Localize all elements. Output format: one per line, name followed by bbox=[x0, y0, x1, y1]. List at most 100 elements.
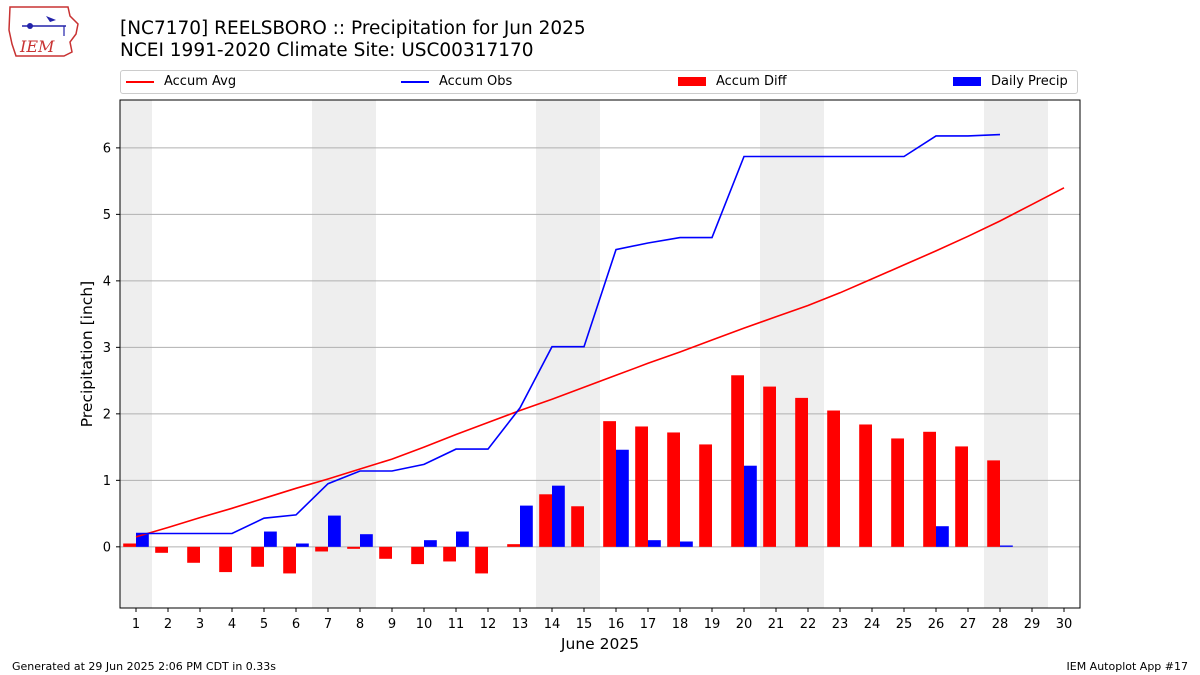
y-tick-label-0: 0 bbox=[103, 540, 111, 555]
x-tick-label-5: 5 bbox=[260, 617, 268, 632]
x-tick-label-21: 21 bbox=[768, 617, 785, 632]
y-tick-label-2: 2 bbox=[103, 407, 111, 422]
legend-item-accum-obs: Accum Obs bbox=[401, 74, 512, 89]
bar-accum-diff-day-17 bbox=[635, 426, 648, 547]
bar-accum-diff-day-7 bbox=[315, 546, 328, 552]
bar-accum-diff-day-1 bbox=[123, 543, 136, 547]
bar-accum-diff-day-21 bbox=[763, 386, 776, 547]
bar-accum-diff-day-5 bbox=[251, 546, 264, 567]
lines bbox=[135, 133, 1065, 538]
bar-accum-diff-day-23 bbox=[827, 410, 840, 547]
legend-label-accum-diff: Accum Diff bbox=[716, 74, 787, 89]
x-tick-label-30: 30 bbox=[1056, 617, 1073, 632]
bar-accum-diff-day-9 bbox=[379, 546, 392, 559]
bar-daily-precip-day-10 bbox=[424, 540, 437, 547]
bar-accum-diff-day-8 bbox=[347, 546, 360, 549]
bar-accum-diff-day-14 bbox=[539, 494, 552, 547]
y-tick-label-5: 5 bbox=[103, 208, 111, 223]
bar-accum-diff-day-26 bbox=[923, 431, 936, 547]
x-tick-label-3: 3 bbox=[196, 617, 204, 632]
iem-logo: IEM bbox=[8, 6, 79, 57]
bar-accum-diff-day-24 bbox=[859, 424, 872, 547]
legend: Accum Avg Accum Obs Accum Diff Daily Pre… bbox=[120, 70, 1078, 94]
legend-label-accum-avg: Accum Avg bbox=[164, 74, 237, 89]
bar-daily-precip-day-18 bbox=[680, 541, 693, 547]
x-tick-label-2: 2 bbox=[164, 617, 172, 632]
x-tick-label-16: 16 bbox=[608, 617, 625, 632]
bar-accum-diff-day-19 bbox=[699, 444, 712, 547]
x-tick-label-28: 28 bbox=[992, 617, 1009, 632]
x-tick-label-27: 27 bbox=[960, 617, 977, 632]
gridlines bbox=[120, 147, 1080, 548]
bar-accum-diff-day-25 bbox=[891, 438, 904, 547]
x-tick-label-29: 29 bbox=[1024, 617, 1041, 632]
bar-accum-diff-day-22 bbox=[795, 397, 808, 547]
x-axis-ticks: 1 2 3 4 5 6 7 8 9 10 11 12 13 14 15 16 17 18 19 20 21 22 23 24 2… bbox=[132, 608, 1072, 632]
legend-item-daily-precip: Daily Precip bbox=[953, 74, 1068, 89]
legend-swatch-accum-obs bbox=[401, 80, 429, 83]
bar-accum-diff-day-11 bbox=[443, 546, 456, 562]
bar-accum-diff-day-20 bbox=[731, 375, 744, 547]
x-tick-label-15: 15 bbox=[576, 617, 593, 632]
x-tick-label-6: 6 bbox=[292, 617, 300, 632]
y-axis-label: Precipitation [inch] bbox=[78, 281, 96, 427]
x-tick-label-13: 13 bbox=[512, 617, 529, 632]
bar-daily-precip-day-1 bbox=[136, 533, 149, 547]
bar-daily-precip-day-14 bbox=[552, 485, 565, 547]
bar-accum-diff-day-10 bbox=[411, 546, 424, 565]
x-tick-label-11: 11 bbox=[448, 617, 465, 632]
logo-text: IEM bbox=[19, 37, 55, 56]
bar-accum-diff-day-18 bbox=[667, 432, 680, 547]
legend-swatch-accum-diff bbox=[678, 77, 706, 86]
bar-daily-precip-day-7 bbox=[328, 515, 341, 547]
y-tick-label-4: 4 bbox=[103, 274, 111, 289]
x-tick-label-25: 25 bbox=[896, 617, 913, 632]
x-tick-label-9: 9 bbox=[388, 617, 396, 632]
x-tick-label-20: 20 bbox=[736, 617, 753, 632]
x-tick-label-23: 23 bbox=[832, 617, 849, 632]
legend-item-accum-avg: Accum Avg bbox=[126, 74, 236, 89]
x-axis-label: June 2025 bbox=[560, 635, 639, 653]
y-axis-ticks: 0 1 2 3 4 5 6 bbox=[103, 141, 120, 555]
chart-title: [NC7170] REELSBORO :: Precipitation for … bbox=[120, 18, 586, 39]
x-tick-label-24: 24 bbox=[864, 617, 881, 632]
x-tick-label-8: 8 bbox=[356, 617, 364, 632]
bar-daily-precip-day-26 bbox=[936, 526, 949, 547]
shade-day-1 bbox=[120, 100, 152, 608]
bar-daily-precip-day-17 bbox=[648, 540, 661, 547]
bar-daily-precip-day-20 bbox=[744, 465, 757, 547]
bar-daily-precip-day-6 bbox=[296, 543, 309, 547]
bars bbox=[123, 375, 1013, 574]
x-tick-label-26: 26 bbox=[928, 617, 945, 632]
legend-swatch-accum-avg bbox=[126, 80, 154, 83]
line-accum-avg bbox=[135, 187, 1065, 538]
shade-day-8 bbox=[344, 100, 376, 608]
x-tick-label-10: 10 bbox=[416, 617, 433, 632]
bar-daily-precip-day-11 bbox=[456, 531, 469, 547]
bar-accum-diff-day-6 bbox=[283, 546, 296, 574]
bar-accum-diff-day-27 bbox=[955, 446, 968, 547]
bar-accum-diff-day-16 bbox=[603, 421, 616, 547]
bar-accum-diff-day-15 bbox=[571, 506, 584, 547]
x-tick-label-17: 17 bbox=[640, 617, 657, 632]
x-tick-label-7: 7 bbox=[324, 617, 332, 632]
x-tick-label-4: 4 bbox=[228, 617, 236, 632]
bar-daily-precip-day-13 bbox=[520, 505, 533, 547]
bar-accum-diff-day-4 bbox=[219, 546, 232, 573]
legend-swatch-daily-precip bbox=[953, 77, 981, 86]
bar-accum-diff-day-28 bbox=[987, 460, 1000, 547]
plot-frame bbox=[119, 99, 1081, 609]
legend-label-daily-precip: Daily Precip bbox=[991, 74, 1068, 89]
x-tick-label-1: 1 bbox=[132, 617, 140, 632]
shade-day-29 bbox=[1016, 100, 1048, 608]
x-tick-label-22: 22 bbox=[800, 617, 817, 632]
footer-generated: Generated at 29 Jun 2025 2:06 PM CDT in … bbox=[12, 660, 277, 673]
bar-accum-diff-day-3 bbox=[187, 546, 200, 563]
bar-daily-precip-day-8 bbox=[360, 534, 373, 547]
legend-item-accum-diff: Accum Diff bbox=[678, 74, 787, 89]
bar-daily-precip-day-5 bbox=[264, 531, 277, 547]
bar-accum-diff-day-13 bbox=[507, 544, 520, 547]
x-tick-label-12: 12 bbox=[480, 617, 497, 632]
bar-accum-diff-day-2 bbox=[155, 546, 168, 553]
